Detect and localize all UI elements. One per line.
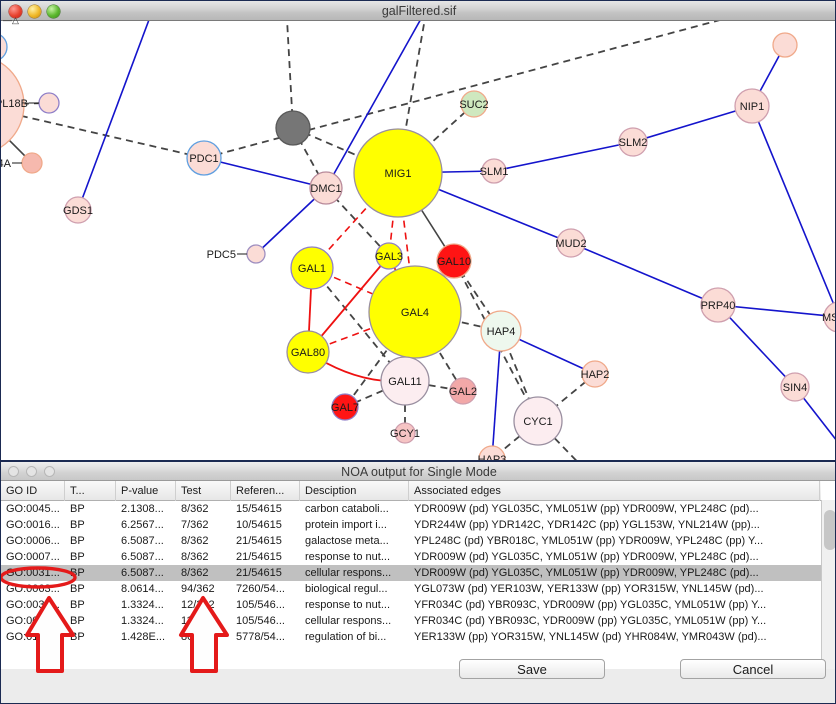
- svg-text:SLM2: SLM2: [619, 137, 648, 149]
- svg-text:GAL7: GAL7: [331, 402, 359, 414]
- svg-text:GAL11: GAL11: [388, 376, 421, 388]
- svg-text:GAL1: GAL1: [298, 263, 326, 275]
- svg-text:GAL3: GAL3: [375, 251, 403, 263]
- svg-text:SLM1: SLM1: [480, 166, 509, 178]
- svg-text:DMC1: DMC1: [310, 183, 341, 195]
- svg-text:GCY1: GCY1: [390, 428, 420, 440]
- svg-text:PDC5: PDC5: [207, 249, 236, 261]
- svg-text:RPS24A: RPS24A: [1, 158, 12, 170]
- svg-text:GDS1: GDS1: [63, 205, 93, 217]
- svg-text:PRP40: PRP40: [701, 300, 736, 312]
- svg-text:SUC2: SUC2: [459, 99, 488, 111]
- svg-text:MUD2: MUD2: [555, 238, 586, 250]
- svg-text:HAP2: HAP2: [581, 369, 610, 381]
- svg-text:RPL18B: RPL18B: [1, 98, 28, 110]
- svg-text:HAP3: HAP3: [478, 454, 507, 461]
- svg-text:GAL10: GAL10: [437, 256, 471, 268]
- svg-text:GAL80: GAL80: [291, 347, 325, 359]
- svg-text:MSI1: MSI1: [822, 312, 835, 324]
- svg-text:MIG1: MIG1: [385, 168, 412, 180]
- svg-text:NIP1: NIP1: [740, 101, 764, 113]
- svg-text:CYC1: CYC1: [523, 416, 552, 428]
- svg-text:GAL2: GAL2: [449, 386, 477, 398]
- svg-text:HAP4: HAP4: [487, 326, 516, 338]
- svg-text:SIN4: SIN4: [783, 382, 807, 394]
- svg-text:PDC1: PDC1: [189, 153, 218, 165]
- svg-text:GAL4: GAL4: [401, 307, 429, 319]
